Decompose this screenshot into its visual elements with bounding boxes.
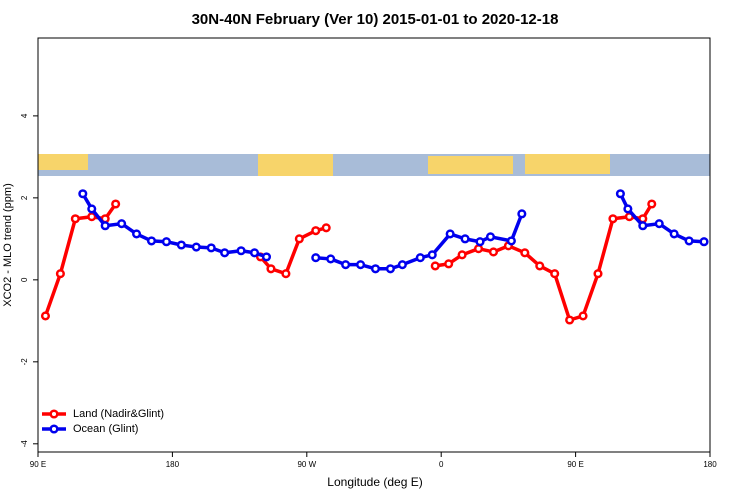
data-point (550, 269, 560, 279)
data-point (281, 269, 291, 279)
data-point (669, 229, 679, 239)
x-tick-label: 90 E (30, 460, 46, 469)
data-point (565, 315, 575, 325)
x-tick-label: 90 E (567, 460, 583, 469)
data-point (506, 236, 516, 246)
data-point (684, 236, 694, 246)
legend-marker (49, 409, 59, 419)
data-point (517, 209, 527, 219)
y-tick-label: 2 (20, 195, 29, 200)
data-point (473, 244, 484, 254)
data-point (475, 237, 485, 247)
data-point (70, 214, 80, 224)
data-point (176, 240, 186, 250)
data-point (55, 269, 65, 279)
data-point (638, 221, 648, 231)
y-axis-label: XCO2 - MLO trend (ppm) (2, 183, 14, 306)
data-point (430, 261, 440, 271)
x-tick-label: 180 (166, 460, 180, 469)
legend-marker (49, 424, 59, 434)
data-point (460, 234, 470, 244)
data-point (249, 248, 260, 258)
data-point (647, 199, 657, 209)
data-point (623, 204, 633, 214)
data-point (341, 260, 351, 270)
data-point (520, 248, 530, 258)
chart-title: 30N-40N February (Ver 10) 2015-01-01 to … (192, 11, 559, 28)
data-point (608, 214, 618, 224)
data-point (161, 237, 171, 247)
data-point (356, 260, 366, 270)
data-point (191, 242, 201, 252)
x-tick-label: 180 (703, 460, 717, 469)
data-point (261, 252, 272, 262)
data-point (615, 189, 625, 199)
data-point (326, 254, 336, 264)
map-strip (38, 154, 710, 176)
x-axis-label: Longitude (deg E) (327, 475, 422, 489)
data-point (321, 223, 331, 233)
data-point (654, 219, 664, 229)
data-point (132, 229, 142, 239)
data-point (78, 189, 88, 199)
data-point (427, 250, 437, 260)
data-point (415, 253, 425, 263)
data-point (578, 311, 588, 321)
data-point (311, 226, 321, 236)
plot-frame (37, 37, 711, 453)
data-point (311, 253, 321, 263)
x-tick-label: 90 W (297, 460, 316, 469)
data-point (117, 219, 127, 229)
legend-label: Land (Nadir&Glint) (73, 408, 164, 420)
data-point (535, 261, 545, 271)
data-point (488, 247, 499, 257)
data-point (699, 237, 709, 247)
data-point (220, 248, 230, 258)
data-point (457, 250, 467, 260)
data-point (445, 229, 455, 239)
data-point (370, 264, 381, 274)
data-point (236, 246, 246, 256)
data-point (146, 236, 157, 246)
y-tick-label: -4 (20, 440, 29, 448)
data-point (444, 259, 454, 269)
legend-label: Ocean (Glint) (73, 423, 138, 435)
data-point (294, 234, 304, 244)
y-tick-label: -2 (20, 358, 29, 366)
data-point (266, 264, 276, 274)
y-tick-label: 0 (20, 277, 29, 282)
data-point (87, 204, 97, 214)
x-tick-label: 0 (439, 460, 444, 469)
data-point (40, 311, 51, 321)
y-tick-label: 4 (20, 113, 29, 118)
data-point (385, 264, 395, 274)
data-point (485, 232, 496, 242)
data-point (206, 243, 216, 253)
data-point (100, 221, 110, 231)
data-point (397, 260, 407, 270)
data-point (593, 269, 603, 279)
data-point (111, 199, 121, 209)
